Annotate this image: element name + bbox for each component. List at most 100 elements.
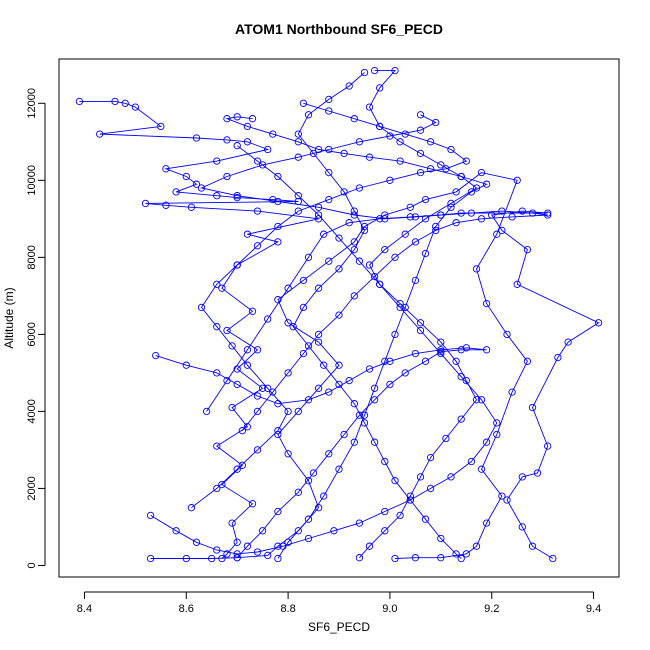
data-point	[477, 465, 486, 473]
data-point	[269, 195, 277, 204]
data-point	[437, 211, 445, 219]
data-point	[442, 434, 450, 443]
data-point	[294, 138, 302, 146]
data-point	[314, 384, 323, 392]
data-point	[325, 95, 333, 104]
data-point	[299, 303, 308, 312]
data-point	[376, 215, 384, 223]
data-point	[528, 403, 537, 412]
data-point	[213, 192, 221, 200]
data-point	[426, 138, 435, 146]
series-line	[191, 102, 468, 509]
data-point	[233, 465, 241, 473]
data-point	[528, 209, 537, 217]
data-point	[442, 165, 450, 173]
data-point	[432, 222, 440, 231]
data-point	[426, 453, 435, 462]
data-point	[528, 542, 537, 550]
data-point	[213, 323, 221, 331]
data-point	[549, 554, 557, 563]
series-line	[206, 210, 548, 431]
data-point	[462, 550, 470, 558]
data-point	[370, 396, 379, 404]
data-point	[304, 515, 313, 523]
data-point	[243, 138, 252, 146]
data-point	[386, 176, 394, 184]
data-point	[233, 193, 241, 202]
x-axis-label: SF6_PECD	[308, 620, 370, 634]
data-point	[314, 211, 323, 219]
data-point	[162, 165, 170, 173]
data-point	[477, 396, 486, 404]
data-point	[350, 245, 358, 254]
data-point	[416, 473, 425, 481]
data-point	[294, 527, 302, 535]
data-point	[533, 469, 542, 477]
data-point	[360, 419, 369, 427]
data-point	[182, 554, 190, 563]
data-point	[228, 403, 236, 412]
data-point	[223, 115, 231, 123]
data-point	[253, 446, 262, 454]
data-point	[274, 507, 282, 516]
data-point	[381, 357, 389, 365]
data-point	[325, 107, 333, 115]
data-point	[202, 407, 211, 416]
data-point	[365, 261, 374, 269]
data-point	[482, 180, 491, 188]
data-point	[396, 157, 404, 165]
data-point	[309, 469, 318, 477]
data-point	[477, 168, 486, 177]
data-point	[152, 351, 160, 360]
data-point	[370, 384, 379, 392]
data-point	[467, 209, 476, 217]
data-point	[457, 172, 465, 181]
data-point	[355, 138, 364, 146]
data-point	[457, 554, 465, 563]
data-point	[294, 130, 302, 138]
data-point	[223, 136, 231, 144]
data-point	[314, 338, 323, 346]
data-point	[335, 234, 343, 242]
data-point	[416, 149, 425, 158]
y-tick-label: 6000	[26, 322, 38, 346]
data-series	[202, 207, 552, 435]
data-point	[391, 253, 399, 261]
data-point	[513, 280, 521, 288]
x-tick-label: 9.4	[586, 603, 601, 615]
data-point	[416, 326, 425, 335]
data-point	[518, 473, 526, 481]
data-point	[437, 349, 445, 358]
data-point	[513, 176, 521, 184]
data-point	[253, 242, 262, 250]
data-point	[447, 145, 455, 154]
data-point	[416, 126, 425, 134]
data-point	[457, 346, 465, 354]
data-point	[508, 213, 516, 221]
data-point	[264, 315, 272, 323]
data-point	[248, 500, 257, 508]
data-point	[350, 400, 358, 408]
data-point	[462, 157, 470, 165]
data-point	[269, 130, 277, 138]
data-point	[376, 280, 384, 288]
data-point	[289, 323, 297, 331]
data-point	[233, 192, 241, 200]
data-point	[401, 369, 409, 377]
data-point	[325, 388, 333, 396]
data-point	[518, 207, 526, 215]
data-point	[284, 319, 292, 327]
data-point	[594, 319, 603, 327]
data-point	[233, 554, 241, 562]
data-point	[213, 484, 221, 493]
data-point	[345, 82, 353, 90]
data-point	[320, 361, 328, 369]
data-point	[350, 238, 358, 246]
y-axis-label: Altitude (m)	[2, 287, 16, 348]
data-point	[274, 197, 282, 206]
data-point	[243, 122, 252, 131]
data-series	[355, 66, 481, 562]
data-point	[192, 538, 201, 546]
x-axis: 8.4 8.6 8.8 9.0 9.2 9.4	[77, 591, 601, 615]
data-point	[284, 284, 292, 292]
